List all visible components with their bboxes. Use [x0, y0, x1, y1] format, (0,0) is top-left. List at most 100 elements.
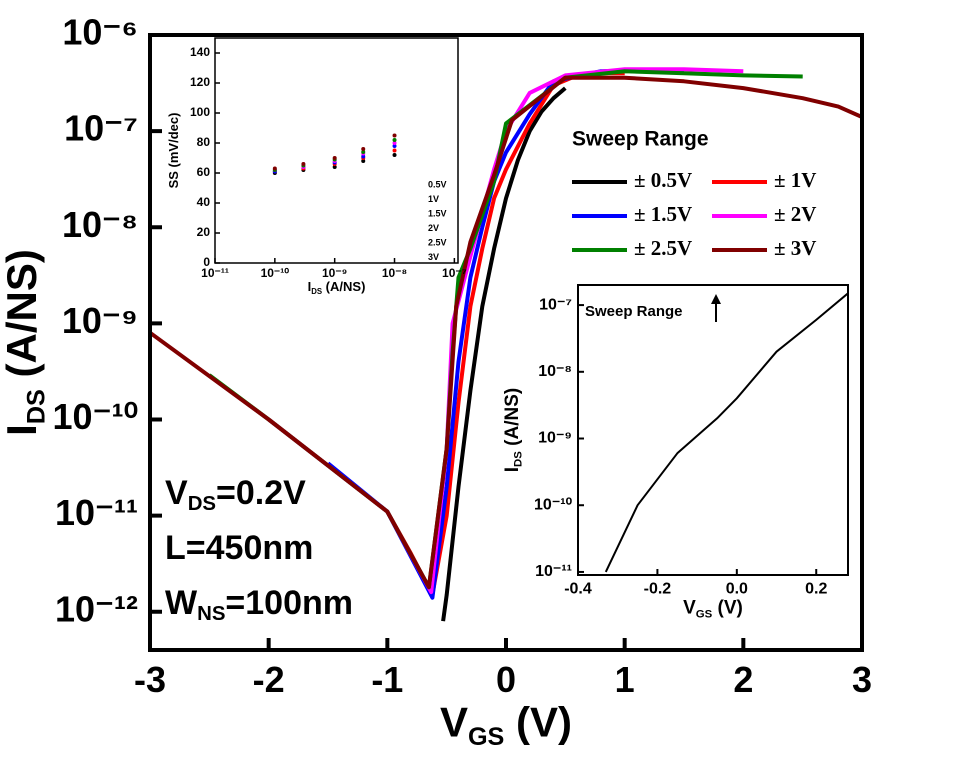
data-point [392, 133, 397, 138]
data-point [361, 154, 366, 159]
legend-title: Sweep Range [572, 128, 709, 151]
series-group [604, 292, 848, 573]
data-point [332, 165, 337, 169]
x-tick-label: 10⁻⁷ [442, 266, 467, 280]
y-tick-label: 10⁻⁷ [64, 108, 138, 149]
x-axis-label: VGS (V) [440, 699, 572, 751]
y-tick-label: 10⁻⁸ [538, 363, 572, 380]
data-point [392, 148, 397, 153]
data-point [361, 147, 366, 151]
series-group [272, 133, 397, 175]
x-axis-label-sub: GS [696, 608, 713, 620]
x-axis-label-sub: DS [311, 287, 322, 296]
x-axis-label-sub: GS [468, 723, 504, 751]
x-tick-label: 10⁻⁸ [382, 266, 407, 280]
x-axis-label-rest: (V) [712, 598, 743, 619]
x-axis-label: VGS (V) [683, 598, 743, 621]
x-axis-label-rest: (A/NS) [322, 280, 365, 295]
y-tick-label: 60 [197, 165, 211, 179]
y-tick-label: 40 [197, 195, 211, 209]
series-group [150, 67, 862, 622]
plot-area [578, 285, 848, 575]
x-axis-label-main: V [440, 699, 468, 746]
arrow-head [711, 294, 721, 304]
legend-label: ± 1.5V [634, 202, 692, 226]
y-axis-label: SS (mV/dec) [166, 113, 181, 189]
data-point [361, 159, 366, 163]
y-tick-label: 140 [190, 45, 210, 59]
inset-annotation: Sweep Range [585, 303, 683, 320]
y-axis-label-main: SS (mV/dec) [166, 113, 181, 189]
annotation-rest: =100nm [225, 584, 353, 622]
annotation: L=450nm [165, 529, 313, 567]
y-tick-label: 80 [197, 135, 211, 149]
y-tick-label: 10⁻¹⁰ [534, 496, 573, 513]
annotation: WNS=100nm [165, 584, 353, 626]
y-axis-label-main: I [0, 424, 45, 436]
data-point [361, 150, 366, 154]
y-tick-label: 100 [190, 105, 210, 119]
y-axis-label-sub: DS [22, 389, 50, 424]
x-tick-label: 3 [852, 659, 872, 700]
x-tick-label: 10⁻¹⁰ [261, 266, 290, 280]
y-axis-label-main: I [502, 467, 523, 472]
x-axis-label: IDS (A/NS) [308, 280, 366, 297]
plot-frame [214, 37, 459, 264]
legend-label: 0.5V [428, 179, 447, 189]
plot-1: 0 20 40 60 80 100 120 140 10⁻¹¹ 10⁻¹⁰ 10⁻⁹ 10⁻⁸ 10⁻⁷ [190, 37, 467, 280]
legend-label: 3V [428, 252, 439, 262]
data-point [392, 141, 397, 145]
y-axis-label-rest: (A/NS) [0, 249, 45, 389]
x-tick-label: -2 [253, 659, 285, 700]
legend-label: 2.5V [428, 237, 447, 247]
y-tick-label: 10⁻⁹ [62, 300, 138, 341]
legend-label: ± 1V [774, 168, 816, 192]
x-tick-label: 0.2 [805, 581, 827, 598]
x-tick-label: 10⁻⁹ [322, 266, 347, 280]
x-tick-label: 1 [615, 659, 635, 700]
annotation-main: L=450nm [165, 529, 313, 567]
data-point [332, 156, 337, 160]
legend-label: 1.5V [428, 208, 447, 218]
annotation: VDS=0.2V [165, 474, 306, 516]
data-line [150, 75, 862, 590]
data-line [441, 86, 567, 622]
x-tick-label: -3 [134, 659, 166, 700]
data-point [392, 144, 397, 148]
y-axis-label-sub: DS [513, 451, 525, 467]
legend-label: ± 0.5V [634, 168, 692, 192]
plot-2: 10⁻¹¹ 10⁻¹⁰ 10⁻⁹ 10⁻⁸ 10⁻⁷ -0.4 -0.2 0.0 0.2 [534, 284, 849, 598]
annotation-rest: =0.2V [216, 474, 306, 512]
data-point [392, 138, 397, 142]
data-point [301, 162, 306, 166]
y-tick-label: 120 [190, 75, 210, 89]
y-axis-label: IDS (A/NS) [502, 388, 525, 472]
annotation-sub: NS [197, 604, 225, 626]
y-tick-label: 10⁻⁸ [62, 204, 138, 245]
x-tick-label: 0.0 [726, 581, 748, 598]
y-axis-label-rest: (A/NS) [502, 388, 523, 451]
annotation-sub: DS [188, 494, 216, 516]
y-tick-label: 10⁻⁹ [538, 430, 572, 447]
y-tick-label: 10⁻¹² [55, 588, 138, 629]
x-tick-label: 10⁻¹¹ [201, 266, 229, 280]
y-tick-label: 10⁻¹⁰ [53, 396, 138, 437]
y-tick-label: 20 [197, 225, 211, 239]
x-tick-label: 2 [733, 659, 753, 700]
y-tick-label: 0 [203, 255, 210, 269]
y-tick-label: 10⁻⁶ [62, 12, 138, 53]
x-tick-label: -0.4 [564, 581, 592, 598]
x-axis-label-main: I [308, 280, 312, 295]
y-tick-label: 10⁻¹¹ [55, 492, 138, 533]
plot-area [215, 38, 458, 263]
x-tick-label: -1 [371, 659, 403, 700]
y-axis-label: IDS (A/NS) [0, 249, 50, 436]
data-point [392, 153, 397, 157]
legend-label: ± 3V [774, 236, 816, 260]
legend-label: ± 2.5V [634, 236, 692, 260]
legend-label: ± 2V [774, 202, 816, 226]
x-tick-label: -0.2 [644, 581, 672, 598]
y-tick-label: 10⁻¹¹ [535, 563, 572, 580]
annotation-main: V [165, 474, 188, 512]
